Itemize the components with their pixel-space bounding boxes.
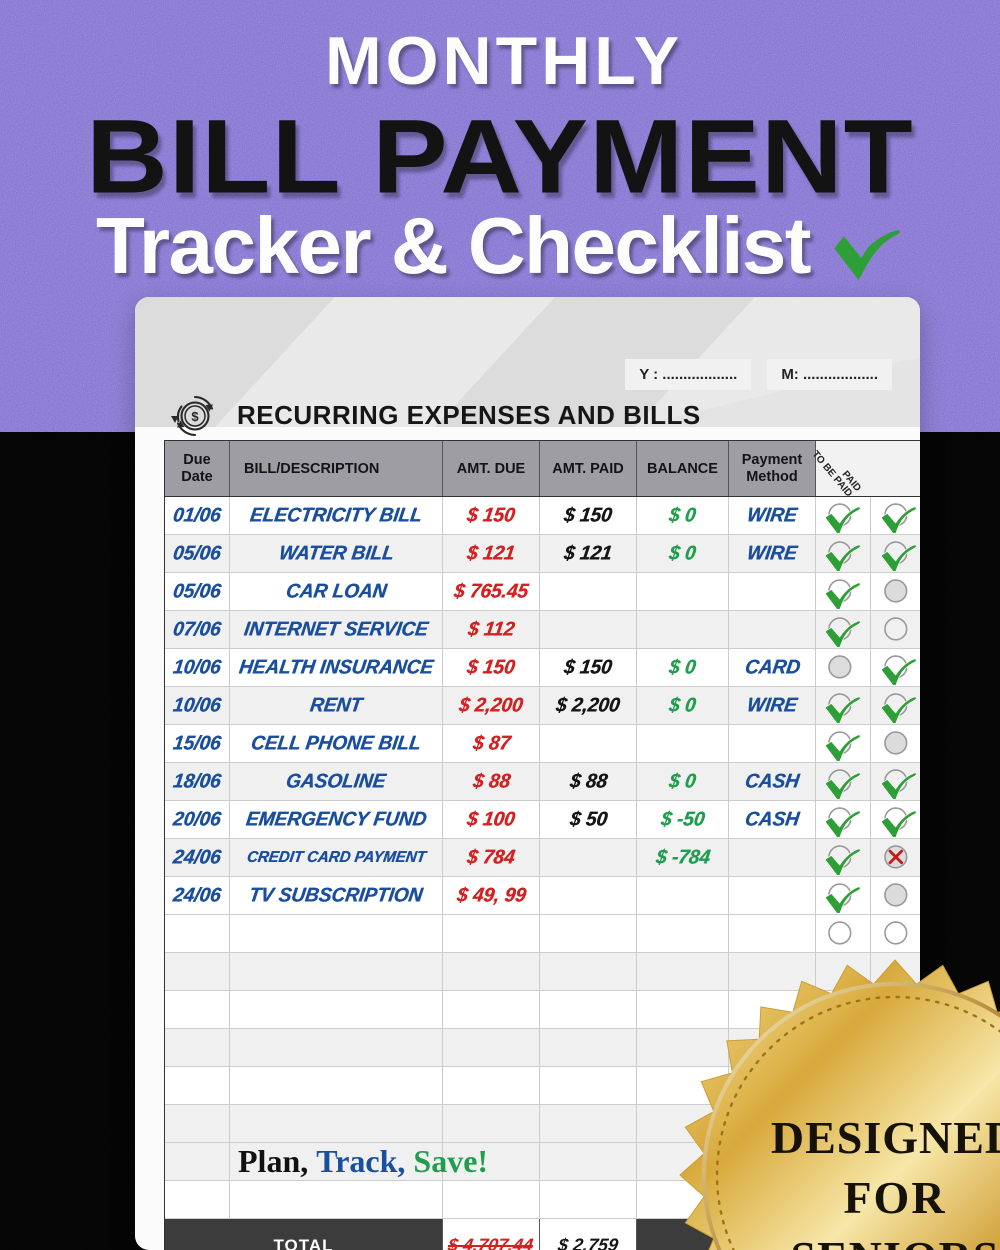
svg-text:SENIORS: SENIORS	[791, 1232, 1000, 1250]
svg-text:FOR: FOR	[843, 1172, 946, 1223]
svg-text:DESIGNED: DESIGNED	[771, 1112, 1000, 1163]
svg-text:$: $	[191, 409, 199, 424]
